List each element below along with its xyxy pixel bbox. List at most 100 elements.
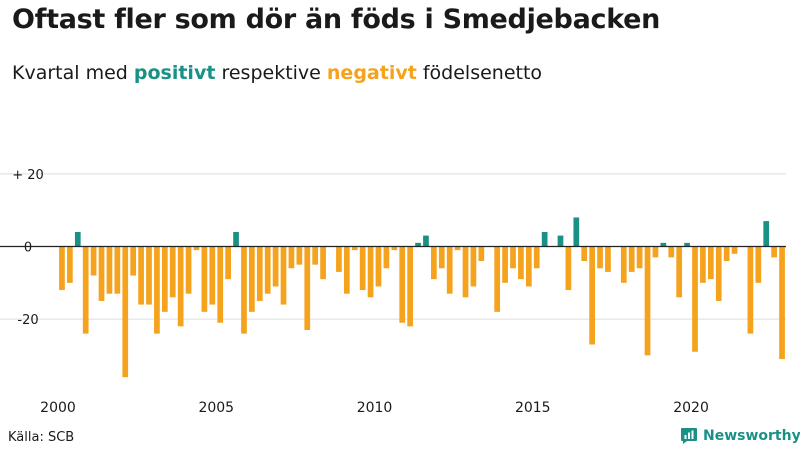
- bar: [723, 246, 730, 262]
- bar: [375, 246, 382, 287]
- brand-name: Newsworthy: [703, 428, 800, 444]
- bar: [241, 246, 247, 334]
- subtitle-prefix: Kvartal med: [12, 62, 134, 84]
- bar: [193, 246, 200, 251]
- bar: [494, 246, 501, 312]
- bar: [106, 246, 113, 294]
- bar: [114, 246, 121, 294]
- bar: [431, 246, 437, 280]
- subtitle-positive: positivt: [133, 62, 216, 84]
- bar: [557, 235, 564, 247]
- bar: [755, 246, 762, 283]
- bar: [383, 246, 390, 269]
- bar: [636, 246, 643, 269]
- bar: [525, 246, 532, 287]
- y-tick-label: -20: [17, 313, 38, 328]
- bar: [438, 246, 445, 269]
- bar: [747, 246, 754, 334]
- bar: [605, 246, 611, 272]
- bar: [343, 246, 350, 294]
- bar: [715, 246, 722, 301]
- bar: [90, 246, 97, 276]
- bar: [652, 246, 659, 258]
- y-tick-label: 0: [24, 241, 32, 256]
- bar: [518, 246, 524, 280]
- bar: [502, 246, 508, 283]
- bar: [312, 246, 319, 265]
- bar: [462, 246, 469, 298]
- bar: [272, 246, 279, 287]
- bar: [731, 246, 738, 254]
- x-tick-label: 2010: [357, 400, 393, 416]
- subtitle-middle: respektive: [215, 62, 327, 84]
- bar: [249, 246, 255, 312]
- chart-title: Oftast fler som dör än föds i Smedjeback…: [12, 4, 661, 35]
- bar: [510, 246, 516, 269]
- bar: [296, 246, 303, 265]
- bar: [644, 246, 651, 356]
- bar: [146, 246, 152, 305]
- x-tick-label: 2015: [515, 400, 551, 416]
- bar: [59, 246, 65, 291]
- bar: [407, 246, 413, 327]
- bar: [280, 246, 287, 305]
- y-tick-label: + 20: [12, 168, 44, 183]
- bar: [304, 246, 311, 330]
- bar: [320, 246, 326, 280]
- newsworthy-icon: [681, 428, 697, 444]
- bar: [359, 246, 366, 291]
- bar: [82, 246, 89, 334]
- bar: [700, 246, 706, 283]
- bar: [676, 246, 683, 298]
- bar: [122, 246, 129, 378]
- bar: [692, 246, 698, 352]
- bar: [209, 246, 216, 305]
- bar: [415, 242, 421, 247]
- x-tick-label: 2020: [673, 400, 709, 416]
- bar: [597, 246, 603, 269]
- bar: [541, 231, 548, 247]
- bar: [628, 246, 635, 272]
- source-note: Källa: SCB: [8, 430, 75, 445]
- subtitle-negative: negativt: [326, 62, 417, 84]
- bar: [573, 217, 580, 247]
- bar: [446, 246, 453, 294]
- bar: [217, 246, 224, 323]
- bar: [169, 246, 176, 298]
- bar: [668, 246, 675, 258]
- bar: [763, 221, 770, 247]
- bar: [581, 246, 588, 262]
- bar: [256, 246, 263, 301]
- bar: [336, 246, 342, 272]
- bar: [771, 246, 777, 258]
- x-tick-label: 2005: [198, 400, 234, 416]
- subtitle-suffix: födelsenetto: [416, 62, 543, 84]
- bar: [138, 246, 144, 305]
- bar: [185, 246, 192, 294]
- bar: [391, 246, 398, 251]
- bar: [288, 246, 295, 269]
- bar: [620, 246, 627, 283]
- bar: [130, 246, 137, 276]
- bar: [201, 246, 208, 312]
- bar: [707, 246, 714, 280]
- bar: [478, 246, 485, 262]
- bar: [565, 246, 572, 291]
- bar: [233, 231, 239, 247]
- brand-logo: Newsworthy: [680, 427, 800, 445]
- bar: [98, 246, 105, 301]
- bar: [367, 246, 374, 298]
- bar: [161, 246, 168, 312]
- bar: [74, 231, 81, 247]
- bar: [589, 246, 595, 345]
- bar: [684, 242, 690, 247]
- bar: [154, 246, 160, 334]
- bar: [454, 246, 461, 251]
- bar: [177, 246, 184, 327]
- chart-subtitle: Kvartal med positivt respektive negativt…: [12, 62, 542, 84]
- bar: [533, 246, 540, 269]
- bar: [660, 242, 667, 247]
- bar: [67, 246, 73, 283]
- bar: [399, 246, 406, 323]
